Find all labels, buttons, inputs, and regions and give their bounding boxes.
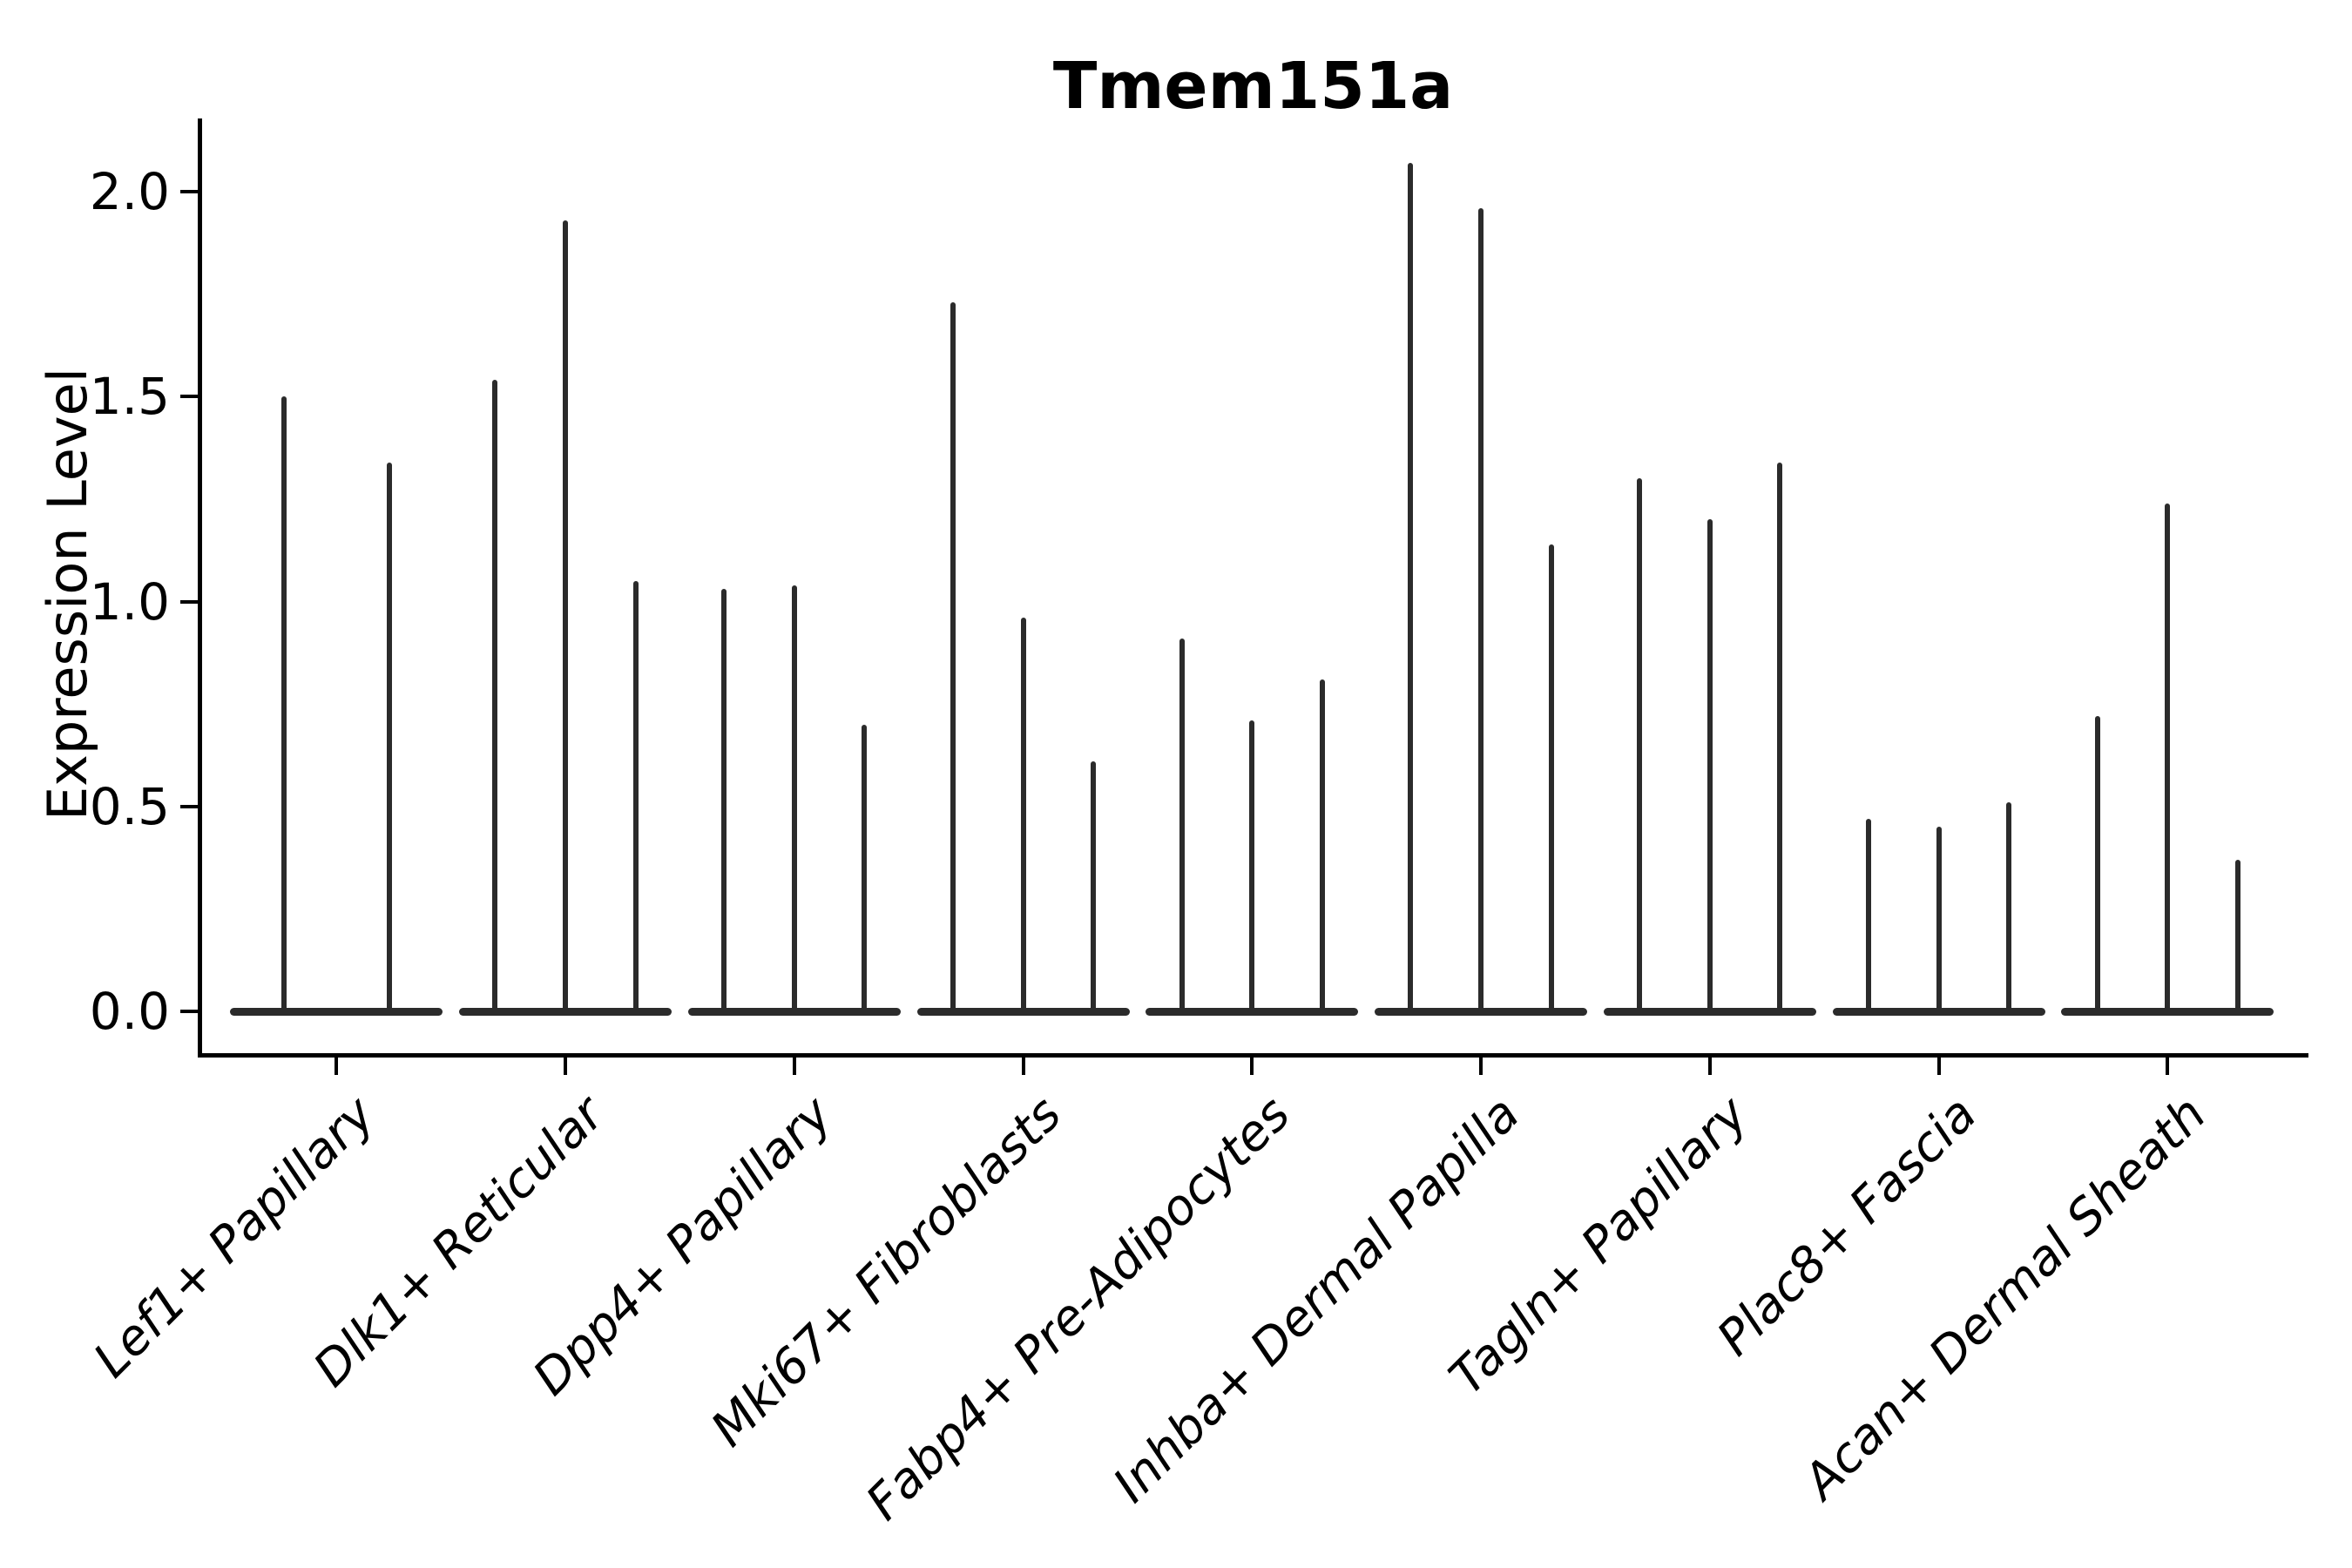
y-tick xyxy=(180,1010,198,1013)
plot-title: Tmem151a xyxy=(1052,49,1454,124)
violin-baseline xyxy=(1832,1007,2045,1016)
x-axis-spine xyxy=(198,1053,2308,1058)
violin-baseline xyxy=(1146,1007,1359,1016)
violin-needle xyxy=(1249,720,1255,1011)
x-tick xyxy=(1021,1056,1025,1075)
y-tick xyxy=(180,804,198,808)
y-axis-spine xyxy=(198,118,202,1058)
y-tick-label: 0.0 xyxy=(89,982,170,1041)
y-tick xyxy=(180,190,198,193)
y-tick-label: 0.5 xyxy=(89,776,170,836)
violin-baseline xyxy=(916,1007,1130,1016)
violin-needle xyxy=(2234,859,2240,1011)
y-tick xyxy=(180,599,198,604)
x-tick xyxy=(1936,1056,1941,1075)
violin-baseline xyxy=(459,1007,672,1016)
violin-baseline xyxy=(687,1007,901,1016)
x-tick xyxy=(564,1056,568,1075)
violin-needle xyxy=(2165,503,2171,1011)
violin-needle xyxy=(2094,716,2100,1011)
violin-baseline xyxy=(2061,1007,2274,1016)
violin-needle xyxy=(1478,207,1484,1011)
x-tick xyxy=(2166,1056,2170,1075)
violin-baseline xyxy=(1375,1007,1588,1016)
violin-baseline xyxy=(230,1007,443,1016)
x-tick xyxy=(1250,1056,1254,1075)
violin-needle xyxy=(1179,638,1185,1011)
x-tick xyxy=(335,1056,339,1075)
x-tick xyxy=(1479,1056,1484,1075)
violin-needle xyxy=(632,580,639,1011)
violin-needle xyxy=(1707,519,1713,1011)
violin-needle xyxy=(280,396,287,1011)
y-tick-label: 2.0 xyxy=(89,162,170,221)
violin-needle xyxy=(1408,163,1414,1011)
x-tick-label: Fabp4+ Pre-Adipocytes xyxy=(855,1085,1301,1531)
violin-needle xyxy=(1091,760,1097,1011)
violin-needle xyxy=(950,302,956,1011)
violin-baseline xyxy=(1603,1007,1816,1016)
violin-needle xyxy=(1020,618,1026,1011)
violin-needle xyxy=(862,724,868,1011)
violin-needle xyxy=(492,380,498,1011)
x-tick xyxy=(1707,1056,1712,1075)
y-tick xyxy=(180,395,198,399)
x-tick xyxy=(792,1056,796,1075)
y-tick-label: 1.5 xyxy=(89,367,170,427)
violin-needle xyxy=(1936,827,1942,1011)
violin-needle xyxy=(721,589,727,1011)
violin-needle xyxy=(2006,802,2012,1011)
violin-needle xyxy=(563,220,569,1011)
violin-needle xyxy=(1637,478,1643,1011)
violin-needle xyxy=(386,462,392,1011)
violin-needle xyxy=(1319,679,1325,1011)
y-tick-label: 1.0 xyxy=(89,571,170,632)
violin-needle xyxy=(791,585,797,1011)
violin-needle xyxy=(1777,462,1783,1011)
x-tick-label: Acan+ Dermal Sheath xyxy=(1792,1085,2217,1511)
x-tick-label: Inhba+ Dermal Papilla xyxy=(1102,1085,1531,1514)
violin-needle xyxy=(1865,818,1871,1011)
violin-needle xyxy=(1548,544,1554,1011)
